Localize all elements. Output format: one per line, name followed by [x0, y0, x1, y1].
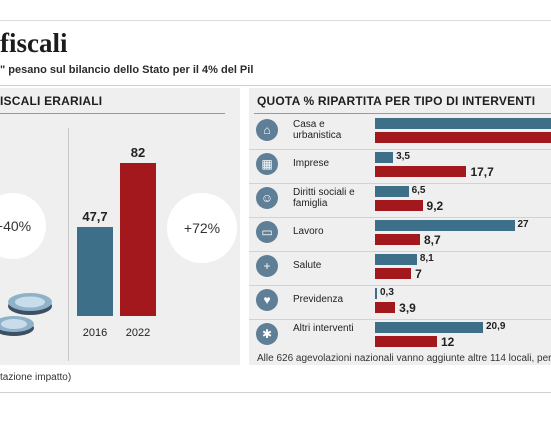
category-label: Diritti sociali e famiglia — [293, 187, 355, 209]
bar-series-a — [375, 118, 551, 129]
bar-value-series-a: 20,9 — [485, 321, 506, 332]
footnote: Alle 626 agevolazioni nazionali vanno ag… — [257, 353, 551, 364]
right-panel-heading: QUOTA % RIPARTITA PER TIPO DI INTERVENTI — [257, 94, 536, 108]
growth-badge-left-label: +40% — [0, 218, 32, 234]
hands-icon: ♥ — [256, 289, 278, 311]
family-icon: ☺ — [256, 187, 278, 209]
row-separator — [249, 285, 551, 286]
page-title: fiscali — [0, 28, 68, 58]
row-separator — [249, 217, 551, 218]
x-tick-2016: 2016 — [83, 327, 107, 339]
bar-value-series-a: 6,5 — [411, 185, 426, 196]
category-row: ♥ Previdenza — [249, 286, 551, 320]
category-row: ▭ Lavoro — [249, 218, 551, 252]
factory-icon: ▦ — [256, 153, 278, 175]
bar-value-series-b: 17,7 — [470, 165, 494, 179]
bar-value-series-a: 3,5 — [396, 151, 410, 162]
bar-series-a — [375, 152, 394, 163]
bar-series-a — [375, 288, 377, 299]
house-icon: ⌂ — [256, 119, 278, 141]
right-heading-rule — [254, 113, 551, 114]
gear-icon: ✱ — [256, 323, 278, 345]
coins-icon — [0, 293, 52, 336]
bar-series-a — [375, 186, 409, 197]
category-label: Previdenza — [293, 294, 344, 305]
bar-value-series-b: 7 — [415, 267, 422, 281]
row-separator — [249, 251, 551, 252]
top-divider — [0, 20, 551, 21]
bar-value-series-a: 0,3 — [380, 287, 394, 298]
category-row: ☺ Diritti sociali e famiglia — [249, 184, 551, 218]
briefcase-icon: ▭ — [256, 221, 278, 243]
bar-2022 — [120, 163, 156, 316]
bar-2016 — [77, 226, 113, 316]
bar-value-2016: 47,7 — [82, 209, 107, 224]
bar-value-series-b: 12 — [441, 335, 455, 349]
growth-badge-right: +72% — [167, 193, 237, 263]
category-row: + Salute — [249, 252, 551, 286]
row-separator — [249, 183, 551, 184]
bar-series-b — [375, 166, 467, 177]
chart-separator — [68, 128, 69, 361]
bar-series-b — [375, 268, 412, 279]
bar-series-b — [375, 132, 551, 143]
category-label: Salute — [293, 260, 322, 271]
x-tick-2022: 2022 — [126, 327, 150, 339]
bar-series-b — [375, 336, 437, 347]
category-row: ▦ Imprese — [249, 150, 551, 184]
bar-series-a — [375, 220, 515, 231]
bar-value-series-b: 8,7 — [423, 233, 441, 247]
bottom-divider — [0, 392, 551, 393]
bar-series-b — [375, 302, 396, 313]
category-row: ⌂ Casa e urbanistica — [249, 116, 551, 150]
category-label: Casa e urbanistica — [293, 119, 342, 141]
bar-value-series-a: 8,1 — [419, 253, 434, 264]
bar-value-series-b: 9,2 — [426, 199, 444, 213]
row-separator — [249, 149, 551, 150]
annual-total-bar-chart: 47,7 2016 82 2022 — [77, 145, 156, 339]
header-divider — [0, 85, 551, 86]
source-note: tazione impatto) — [0, 372, 72, 383]
first-aid-icon: + — [256, 255, 278, 277]
bar-value-2022: 82 — [131, 145, 145, 160]
bar-series-a — [375, 254, 417, 265]
category-row: ✱ Altri interventi — [249, 320, 551, 354]
growth-badge-right-label: +72% — [183, 220, 221, 236]
bar-value-series-a: 27 — [517, 219, 529, 230]
bar-value-series-b: 3,9 — [399, 301, 416, 315]
category-label: Lavoro — [293, 226, 324, 237]
page-subtitle: " pesano sul bilancio dello Stato per il… — [0, 64, 254, 76]
category-label: Altri interventi — [293, 323, 354, 334]
category-label: Imprese — [293, 158, 330, 169]
left-heading-rule — [0, 113, 225, 114]
row-separator — [249, 319, 551, 320]
left-panel-heading: ISCALI ERARIALI — [0, 94, 103, 108]
bar-series-b — [375, 200, 423, 211]
bar-series-a — [375, 322, 483, 333]
bar-series-b — [375, 234, 420, 245]
